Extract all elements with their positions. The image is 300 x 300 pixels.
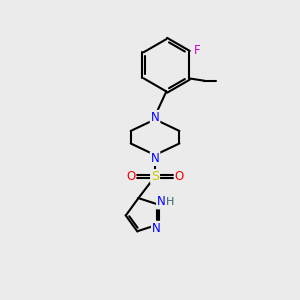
Text: S: S bbox=[151, 170, 159, 183]
Text: H: H bbox=[166, 197, 174, 207]
Text: N: N bbox=[151, 111, 159, 124]
Text: N: N bbox=[152, 222, 161, 235]
Text: O: O bbox=[126, 170, 135, 183]
Text: N: N bbox=[157, 196, 166, 208]
Text: O: O bbox=[175, 170, 184, 183]
Text: N: N bbox=[151, 152, 159, 165]
Text: F: F bbox=[194, 44, 201, 57]
